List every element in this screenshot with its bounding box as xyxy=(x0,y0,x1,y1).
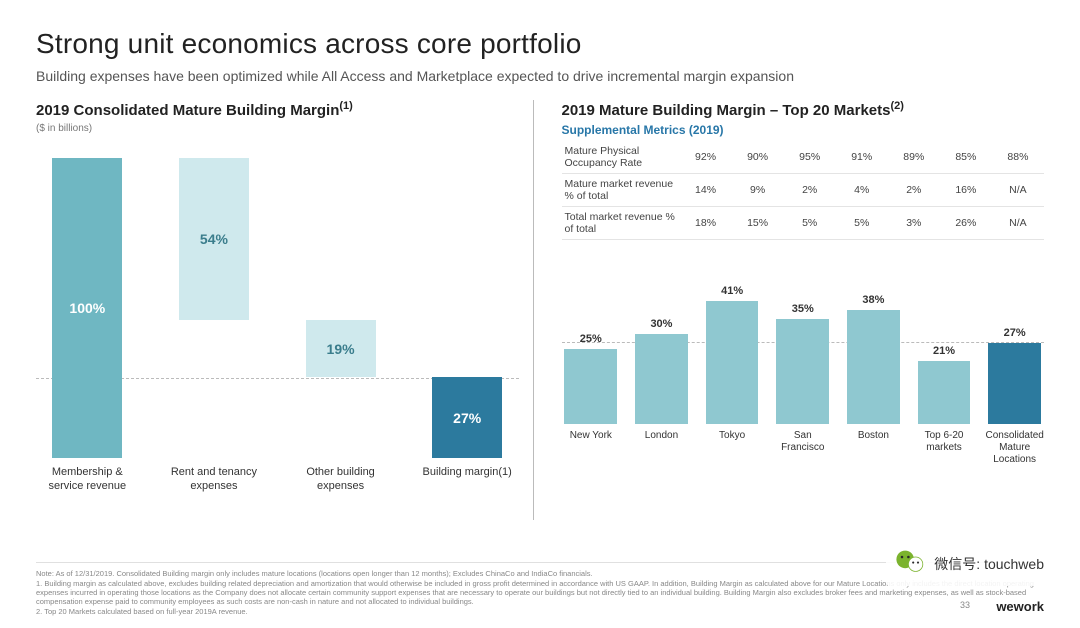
cell: 92% xyxy=(680,141,732,174)
bar-slot: 35% xyxy=(773,319,832,424)
bar: 54% xyxy=(179,158,249,320)
right-xlabels: New York London Tokyo San Francisco Boston To… xyxy=(562,430,1045,466)
slide: Strong unit economics across core portfo… xyxy=(0,0,1080,628)
footnote-line: 2. Top 20 Markets calculated based on fu… xyxy=(36,607,1044,616)
bar-value-label: 21% xyxy=(933,345,955,357)
bar-slot: 27% xyxy=(416,158,519,458)
bar: 30% xyxy=(635,334,688,424)
xlabel: Membership & service revenue xyxy=(36,466,139,494)
axis-note: ($ in billions) xyxy=(36,123,519,134)
table-row: Mature market revenue % of total14%9%2%4… xyxy=(562,174,1045,207)
bar: 27% xyxy=(432,377,502,458)
xlabel: Rent and tenancy expenses xyxy=(163,466,266,494)
bar: 27% xyxy=(988,343,1041,424)
bar-value-label: 41% xyxy=(721,285,743,297)
cell: 90% xyxy=(732,141,784,174)
cell: 26% xyxy=(940,207,992,240)
right-panel: 2019 Mature Building Margin – Top 20 Mar… xyxy=(552,100,1045,520)
bar-slot: 25% xyxy=(562,349,621,424)
cell: 5% xyxy=(836,207,888,240)
xlabel: Other building expenses xyxy=(289,466,392,494)
bar-value-label: 30% xyxy=(650,318,672,330)
cell: 5% xyxy=(784,207,836,240)
bar-slot: 21% xyxy=(915,361,974,424)
cell: 85% xyxy=(940,141,992,174)
columns: 2019 Consolidated Mature Building Margin… xyxy=(36,100,1044,520)
row-label: Mature market revenue % of total xyxy=(562,174,680,207)
left-xlabels: Membership & service revenue Rent and ten… xyxy=(36,466,519,494)
cell: 15% xyxy=(732,207,784,240)
wechat-watermark: 微信号: touchweb xyxy=(886,541,1052,586)
wechat-icon xyxy=(894,545,926,582)
bar-value-label: 25% xyxy=(580,333,602,345)
bar-value-label: 27% xyxy=(1004,327,1026,339)
cell: 3% xyxy=(888,207,940,240)
right-panel-title: 2019 Mature Building Margin – Top 20 Mar… xyxy=(562,100,1045,119)
cell: 95% xyxy=(784,141,836,174)
supplemental-title: Supplemental Metrics (2019) xyxy=(562,123,1045,137)
bar-value-label: 35% xyxy=(792,303,814,315)
cell: 16% xyxy=(940,174,992,207)
left-panel-title: 2019 Consolidated Mature Building Margin… xyxy=(36,100,519,119)
xlabel: Consolidated Mature Locations xyxy=(985,430,1044,466)
bar-slot: 54% xyxy=(163,158,266,458)
cell: N/A xyxy=(992,207,1044,240)
bar: 35% xyxy=(776,319,829,424)
right-title-sup: (2) xyxy=(890,100,903,112)
right-title-text: 2019 Mature Building Margin – Top 20 Mar… xyxy=(562,102,891,119)
page-title: Strong unit economics across core portfo… xyxy=(36,28,1044,60)
xlabel: Boston xyxy=(844,430,903,466)
bar-value-label: 38% xyxy=(862,294,884,306)
wechat-handle: touchweb xyxy=(984,556,1044,572)
xlabel: Tokyo xyxy=(703,430,762,466)
bar-slot: 19% xyxy=(289,158,392,458)
bar: 41% xyxy=(706,301,759,424)
left-title-sup: (1) xyxy=(339,100,352,112)
xlabel: Top 6-20 markets xyxy=(915,430,974,466)
page-number: 33 xyxy=(960,600,970,610)
page-subtitle: Building expenses have been optimized wh… xyxy=(36,68,1044,84)
table-row: Mature Physical Occupancy Rate92%90%95%9… xyxy=(562,141,1045,174)
cell: 4% xyxy=(836,174,888,207)
wework-logo: wework xyxy=(996,599,1044,614)
cell: 2% xyxy=(888,174,940,207)
cell: 89% xyxy=(888,141,940,174)
bar-slot: 27% xyxy=(985,343,1044,424)
cell: N/A xyxy=(992,174,1044,207)
left-chart: 100% 54% 19% 27% xyxy=(36,138,519,460)
left-title-text: 2019 Consolidated Mature Building Margin xyxy=(36,102,339,119)
cell: 18% xyxy=(680,207,732,240)
bar-slot: 41% xyxy=(703,301,762,424)
row-label: Total market revenue % of total xyxy=(562,207,680,240)
left-panel: 2019 Consolidated Mature Building Margin… xyxy=(36,100,534,520)
cell: 9% xyxy=(732,174,784,207)
row-label: Mature Physical Occupancy Rate xyxy=(562,141,680,174)
cell: 14% xyxy=(680,174,732,207)
wechat-label: 微信号: xyxy=(934,556,980,572)
bar-slot: 30% xyxy=(632,334,691,424)
xlabel: New York xyxy=(562,430,621,466)
xlabel: London xyxy=(632,430,691,466)
bar-slot: 100% xyxy=(36,158,139,458)
bar: 25% xyxy=(564,349,617,424)
cell: 91% xyxy=(836,141,888,174)
cell: 88% xyxy=(992,141,1044,174)
bar-slot: 38% xyxy=(844,310,903,424)
bar: 19% xyxy=(306,320,376,377)
xlabel: San Francisco xyxy=(773,430,832,466)
wechat-text: 微信号: touchweb xyxy=(934,554,1044,574)
bar: 21% xyxy=(918,361,971,424)
cell: 2% xyxy=(784,174,836,207)
table-row: Total market revenue % of total18%15%5%5… xyxy=(562,207,1045,240)
right-chart: 25% 30% 41% 35% 38% 21% 27% xyxy=(562,254,1045,424)
xlabel: Building margin(1) xyxy=(416,466,519,494)
bar: 38% xyxy=(847,310,900,424)
bar: 100% xyxy=(52,158,122,458)
supplemental-table: Mature Physical Occupancy Rate92%90%95%9… xyxy=(562,141,1045,240)
